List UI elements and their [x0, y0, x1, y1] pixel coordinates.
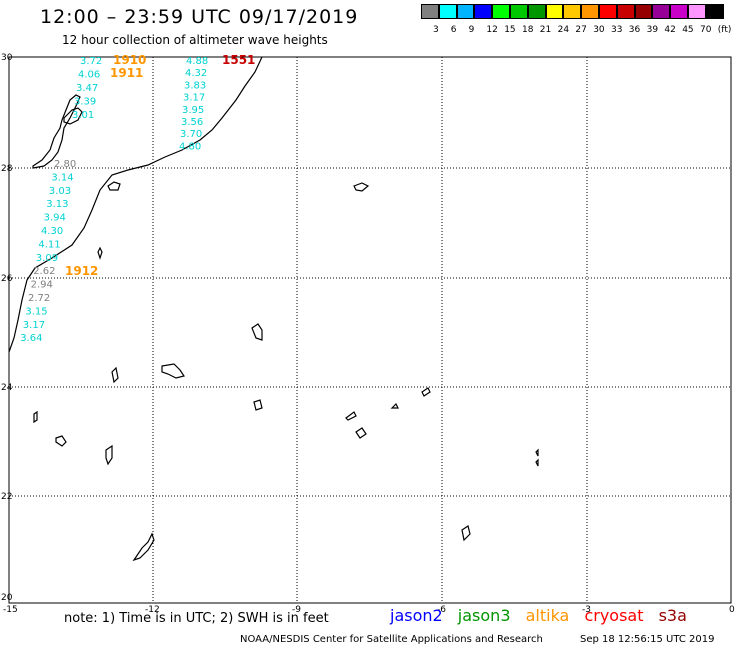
swh-value: 4.30 — [41, 226, 63, 237]
axis-labels: -15 -12 -9 -6 -3 0 30 28 26 24 22 20 — [1, 53, 735, 615]
legend-altika: altika — [525, 606, 570, 625]
swh-value: 3.17 — [23, 320, 45, 331]
swh-value: 3.70 — [180, 129, 202, 140]
color-scale-label: 6 — [450, 25, 457, 35]
y-tick-label: 28 — [1, 164, 13, 174]
x-tick-label: -6 — [437, 605, 446, 615]
color-scale-label: 27 — [575, 25, 587, 35]
pass-id-label: 1910 — [113, 53, 146, 67]
y-tick-label: 26 — [1, 274, 13, 284]
swh-value: 3.47 — [76, 83, 98, 94]
color-scale-label: 3 — [433, 25, 439, 35]
y-tick-label: 22 — [1, 492, 12, 502]
color-scale-label: 30 — [593, 25, 605, 35]
swh-value: 3.72 — [80, 56, 102, 67]
color-scale-cell — [527, 4, 546, 19]
swh-value: 3.03 — [49, 186, 71, 197]
color-scale-label: 9 — [468, 25, 475, 35]
map-title: 12:00 – 23:59 UTC 09/17/2019 — [40, 6, 359, 28]
pass-id-label: 1551 — [222, 53, 255, 67]
color-scale-label: 45 — [682, 25, 694, 35]
swh-track-c: 2.80 3.14 3.03 3.13 3.94 4.30 4.11 3.09 2.62 2.94… — [20, 159, 76, 344]
satellite-legend: jason2 jason3 altika cryosat s3a — [390, 606, 697, 625]
x-tick-label: 0 — [729, 605, 735, 615]
swh-value: 3.95 — [182, 105, 204, 116]
color-scale-cell — [616, 4, 635, 19]
map-frame — [8, 56, 732, 604]
lat-lon-grid — [8, 56, 732, 604]
swh-value: 3.83 — [184, 80, 206, 91]
swh-value: 3.13 — [46, 199, 68, 210]
y-tick-label: 24 — [1, 383, 13, 393]
color-scale-label: 18 — [522, 25, 534, 35]
color-scale-label: (ft) — [717, 25, 732, 35]
x-tick-label: -12 — [145, 605, 160, 615]
swh-value: 4.88 — [186, 56, 208, 67]
swh-value: 3.01 — [72, 110, 94, 121]
pass-id-label: 1912 — [65, 264, 98, 278]
x-tick-label: -9 — [292, 605, 301, 615]
color-scale-label: 39 — [646, 25, 659, 35]
coastline — [8, 56, 539, 562]
pass-id-label: 1911 — [110, 66, 143, 80]
color-scale-cell — [438, 4, 457, 19]
swh-value: 3.09 — [36, 253, 58, 264]
color-scale-cell — [545, 4, 564, 19]
swh-value: 4.80 — [179, 141, 201, 152]
color-scale-cell — [563, 4, 582, 19]
legend-jason3: jason3 — [457, 606, 511, 625]
color-scale-cell — [652, 4, 671, 19]
color-scale-cell — [509, 4, 528, 19]
color-scale-label: 12 — [486, 25, 498, 35]
note-text: note: 1) Time is in UTC; 2) SWH is in fe… — [64, 611, 329, 626]
color-scale-label: 21 — [539, 25, 552, 35]
swh-value: 2.80 — [54, 159, 76, 170]
color-scale-cell — [474, 4, 493, 19]
color-scale-label: 70 — [700, 25, 712, 35]
swh-value: 3.39 — [74, 97, 96, 108]
color-scale-cell — [634, 4, 653, 19]
legend-s3a: s3a — [658, 606, 687, 625]
legend-jason2: jason2 — [390, 606, 443, 625]
swh-value: 4.06 — [78, 70, 100, 81]
color-scale-cell — [456, 4, 475, 19]
credit-line: NOAA/NESDIS Center for Satellite Applica… — [240, 634, 543, 645]
color-scale-cell — [492, 4, 510, 19]
swh-value: 3.14 — [51, 172, 73, 183]
y-tick-label: 20 — [1, 593, 13, 603]
color-scale: 3 6 9 12 15 18 21 24 27 30 33 36 39 42 45 70 (ft) — [421, 4, 731, 35]
color-scale-label: 24 — [557, 25, 570, 35]
color-scale-label: 36 — [628, 25, 641, 35]
swh-value: 2.94 — [31, 280, 53, 291]
swh-value: 3.56 — [181, 117, 203, 128]
color-scale-label: 42 — [664, 25, 676, 35]
color-scale-label: 33 — [611, 25, 623, 35]
swh-value: 2.72 — [28, 293, 50, 304]
swh-value: 4.11 — [38, 239, 60, 250]
color-scale-cell — [687, 4, 706, 19]
swh-track-a: 3.72 4.06 3.47 3.39 3.01 — [72, 56, 102, 121]
swh-value: 2.62 — [33, 266, 55, 277]
color-scale-cell — [581, 4, 599, 19]
color-scale-cell — [705, 4, 724, 19]
color-scale-cell — [598, 4, 617, 19]
timestamp: Sep 18 12:56:15 UTC 2019 — [580, 634, 715, 645]
swh-value: 3.15 — [25, 306, 47, 317]
swh-value: 3.94 — [44, 213, 66, 224]
pass-ids: 1910 1911 1551 1912 — [65, 53, 255, 278]
map-subtitle: 12 hour collection of altimeter wave hei… — [62, 33, 328, 47]
swh-value: 4.32 — [185, 68, 207, 79]
color-scale-label: 15 — [504, 25, 516, 35]
swh-value: 3.17 — [183, 93, 205, 104]
legend-cryosat: cryosat — [584, 606, 644, 625]
x-tick-label: -3 — [582, 605, 591, 615]
swh-value: 3.64 — [20, 333, 42, 344]
y-tick-label: 30 — [1, 53, 13, 63]
swh-track-b: 4.884.323.83 3.173.953.563.704.80 — [179, 56, 208, 152]
x-tick-label: -15 — [3, 605, 18, 615]
color-scale-cell — [670, 4, 688, 19]
color-scale-cell — [421, 4, 439, 19]
